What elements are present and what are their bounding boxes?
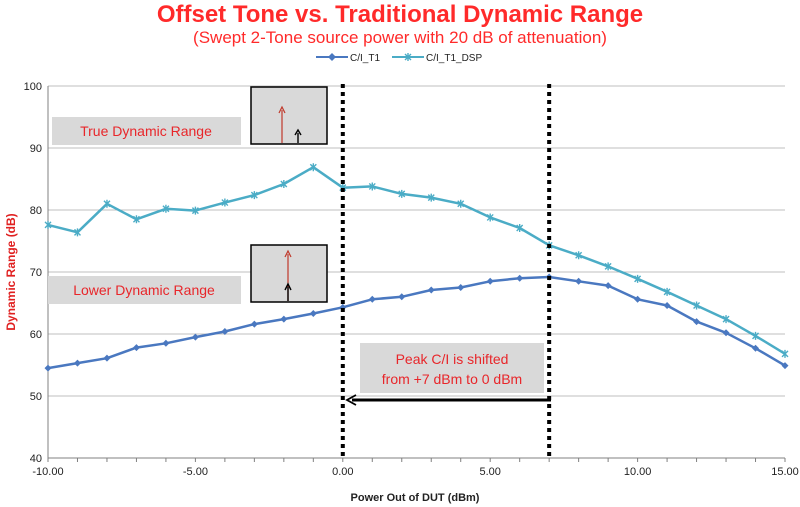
series-line-1 [47,275,786,370]
data-point [486,213,494,222]
data-point [575,251,583,260]
data-point [309,163,317,172]
legend-marker-series-2 [404,53,412,61]
shift-arrow [345,394,551,406]
data-point [191,206,199,215]
y-tick-label-40: 40 [30,453,42,465]
data-point [221,328,229,336]
data-point [250,320,258,328]
shift-arrow-head [345,394,357,406]
reference-lines [340,84,552,458]
data-point [781,349,789,358]
data-point [103,354,111,362]
inset-lower-dr-box [250,244,328,303]
inset-lower-dr-red-arrowhead [284,249,292,258]
data-point [752,344,760,352]
annotation-peak-shift-box [360,343,544,393]
x-tick-label-4: 10.00 [624,466,652,478]
legend-label-series-2: C/I_T1_DSP [426,53,482,64]
annotation-true-dr: True Dynamic Range [52,117,241,145]
data-point [486,277,494,285]
y-tick-label-70: 70 [30,267,42,279]
annotation-peak-shift: Peak C/I is shifted from +7 dBm to 0 dBm [360,343,544,393]
annotation-lower-dr-text: Lower Dynamic Range [73,282,215,298]
data-point [309,310,317,318]
data-point [722,315,730,324]
data-point [191,333,199,341]
chart-subtitle: (Swept 2-Tone source power with 20 dB of… [193,28,607,47]
data-point [162,204,170,213]
y-axis-title: Dynamic Range (dB) [4,213,18,330]
data-point [103,199,111,208]
x-tick-label-1: -5.00 [183,466,208,478]
inset-lower-dr-black-arrowhead [284,282,292,291]
legend-marker-series-1 [328,53,336,61]
legend: C/I_T1 C/I_T1_DSP [316,53,482,64]
data-point [781,362,789,370]
annotation-lower-dr-box [48,276,241,304]
data-point [162,339,170,347]
data-point [44,364,52,372]
plot-series [44,163,789,372]
data-point [132,344,140,352]
annotation-peak-shift-line-1: Peak C/I is shifted [396,351,509,367]
x-tick-label-2: 0.00 [332,466,353,478]
inset-true-dr-box [250,86,328,145]
annotation-lower-dr: Lower Dynamic Range [48,276,241,304]
data-point [722,329,730,337]
x-axis-title: Power Out of DUT (dBm) [351,492,480,504]
x-tick-label-3: 5.00 [479,466,500,478]
data-point [280,315,288,323]
legend-label-series-1: C/I_T1 [350,53,380,64]
data-point [398,189,406,198]
inset-true-dr-black-arrowhead [294,128,302,136]
data-point [73,228,81,237]
data-point [752,331,760,340]
annotation-peak-shift-line-2: from +7 dBm to 0 dBm [382,371,522,387]
inset-lower-dr [250,244,328,303]
data-point [693,318,701,326]
axes: 40 50 60 70 80 90 100 -10.00 -5.00 0.00 5.00 10.00 1… [24,81,799,478]
data-point [457,284,465,291]
data-point [280,179,288,188]
inset-true-dr [250,86,328,145]
data-point [368,182,376,191]
data-point [132,215,140,224]
x-tick-label-5: 15.00 [771,466,799,478]
data-point [221,198,229,207]
y-tick-label-60: 60 [30,329,42,341]
y-tick-label-50: 50 [30,391,42,403]
inset-true-dr-red-arrowhead [278,105,286,114]
data-point [516,223,524,232]
chart-title: Offset Tone vs. Traditional Dynamic Rang… [157,1,643,28]
annotation-true-dr-box [52,117,241,145]
gridlines [48,85,785,397]
data-point [368,295,376,303]
data-point [250,191,258,200]
data-point [427,286,435,294]
data-point [634,295,642,303]
data-point [604,262,612,271]
annotation-true-dr-text: True Dynamic Range [80,123,212,139]
data-point [663,287,671,296]
data-point [604,282,612,290]
y-tick-label-80: 80 [30,205,42,217]
data-point [634,274,642,283]
data-point [516,274,524,282]
data-point [398,293,406,301]
x-tick-label-0: -10.00 [32,466,63,478]
data-point [575,277,583,285]
y-tick-label-90: 90 [30,143,42,155]
data-point [457,199,465,208]
series-line-2 [47,165,786,355]
data-point [693,301,701,310]
data-point [427,193,435,202]
data-point [44,220,52,229]
data-point [73,359,81,367]
data-point [663,301,671,309]
y-tick-label-100: 100 [24,81,42,93]
